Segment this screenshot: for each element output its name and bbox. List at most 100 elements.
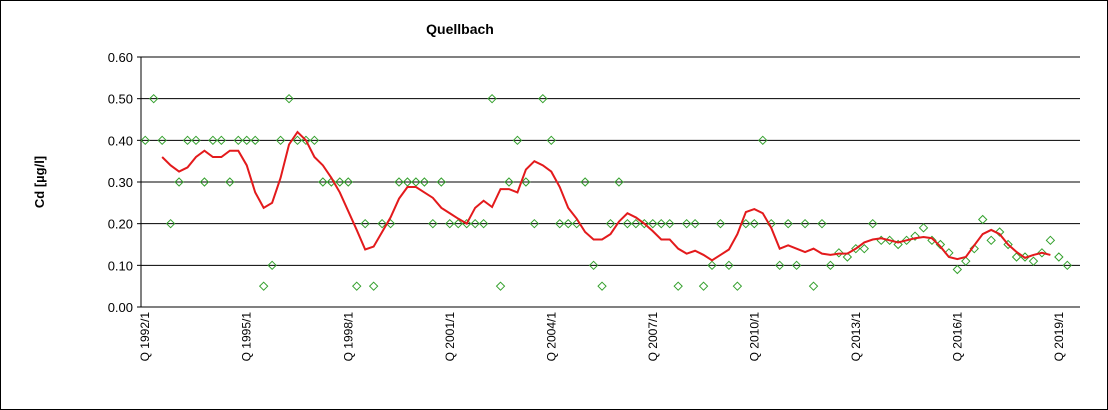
marker [343, 177, 353, 187]
marker [1054, 252, 1064, 262]
marker [868, 218, 878, 229]
y-tick-label: 0.60 [108, 50, 133, 65]
marker [961, 256, 971, 266]
marker [563, 218, 573, 229]
marker [952, 264, 963, 275]
marker [512, 135, 523, 146]
marker [665, 218, 675, 229]
marker [191, 135, 201, 146]
marker [588, 260, 599, 271]
y-tick-label: 0.40 [108, 133, 133, 148]
y-tick-label: 0.20 [108, 217, 133, 232]
marker [436, 177, 447, 187]
marker [242, 135, 252, 146]
y-tick-label: 0.50 [108, 92, 133, 107]
marker [1003, 239, 1013, 250]
x-tick-label: Q 2007/1 [646, 312, 660, 362]
marker [859, 243, 869, 254]
x-tick-label: Q 2001/1 [443, 312, 457, 362]
y-tick-label: 0.00 [108, 300, 133, 315]
marker [597, 281, 607, 291]
marker [817, 218, 827, 229]
marker [631, 218, 641, 229]
marker [140, 135, 150, 146]
marker [732, 281, 743, 291]
x-tick-label: Q 2004/1 [544, 312, 558, 362]
marker [555, 218, 565, 229]
marker [284, 93, 294, 104]
marker [335, 177, 345, 187]
marker [614, 177, 624, 187]
marker [986, 235, 996, 246]
marker [546, 135, 556, 146]
marker [842, 252, 853, 262]
x-tick-label: Q 1998/1 [341, 312, 355, 362]
marker [749, 218, 760, 229]
marker [165, 218, 176, 229]
marker [394, 177, 404, 187]
marker [656, 218, 666, 229]
marker [774, 260, 785, 271]
marker [825, 260, 836, 271]
line [161, 130, 1051, 262]
marker [453, 218, 463, 229]
marker [910, 231, 920, 241]
marker [994, 227, 1005, 237]
x-tick-label: Q 1995/1 [240, 312, 254, 362]
marker [927, 235, 937, 246]
marker [580, 177, 590, 187]
marker [428, 218, 438, 229]
marker [182, 135, 193, 146]
marker [741, 218, 751, 229]
marker [1062, 260, 1073, 271]
marker [791, 260, 802, 271]
marker [698, 281, 709, 291]
x-tick-label: Q 2016/1 [950, 312, 964, 362]
x-tick-label: Q 1992/1 [138, 312, 152, 362]
marker [978, 214, 988, 225]
marker [605, 218, 616, 229]
marker [673, 281, 683, 291]
marker [318, 177, 328, 187]
marker [352, 281, 362, 291]
marker [1028, 256, 1039, 266]
marker [250, 135, 260, 146]
chart-title: Quellbach [426, 21, 494, 37]
marker [199, 177, 210, 187]
marker [800, 218, 810, 229]
marker [538, 93, 548, 104]
marker [225, 177, 235, 187]
marker [648, 218, 658, 229]
marker [690, 218, 700, 229]
marker [208, 135, 218, 146]
marker [724, 260, 734, 271]
x-tick-label: Q 2013/1 [849, 312, 863, 362]
marker [487, 93, 497, 104]
marker [174, 177, 184, 187]
marker [681, 218, 692, 229]
marker [267, 260, 277, 271]
marker [1045, 235, 1056, 246]
marker [275, 135, 286, 146]
marker [148, 93, 159, 104]
y-tick-label: 0.10 [108, 258, 133, 273]
marker [470, 218, 480, 229]
marker [368, 281, 379, 291]
marker [258, 281, 269, 291]
x-tick-label: Q 2010/1 [747, 312, 761, 362]
marker [292, 135, 303, 146]
marker [309, 135, 320, 146]
marker [808, 281, 819, 291]
marker [622, 218, 633, 229]
marker [707, 260, 717, 271]
marker [783, 218, 793, 229]
marker [445, 218, 455, 229]
marker [495, 281, 506, 291]
y-tick-label: 0.30 [108, 175, 133, 190]
marker [758, 135, 768, 146]
marker [521, 177, 531, 187]
marker [834, 248, 844, 258]
marker [478, 218, 489, 229]
